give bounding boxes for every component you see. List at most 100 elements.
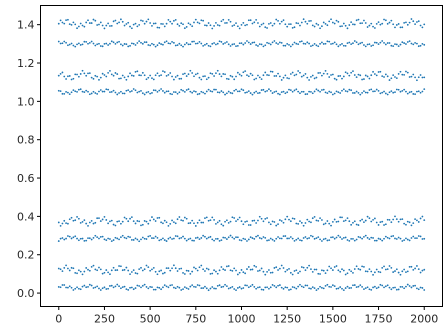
data-point <box>286 269 289 271</box>
data-point <box>317 219 320 222</box>
data-point <box>355 90 358 93</box>
data-point <box>333 22 336 25</box>
data-point <box>271 271 274 274</box>
data-point <box>171 219 173 222</box>
data-point <box>121 92 124 95</box>
data-point <box>381 220 384 223</box>
data-point <box>196 221 199 224</box>
data-point <box>120 18 122 21</box>
data-point <box>76 286 78 289</box>
data-point <box>132 288 135 291</box>
data-point <box>216 237 219 240</box>
data-point <box>289 23 292 26</box>
data-point <box>423 23 426 26</box>
data-point <box>266 74 268 76</box>
data-point <box>68 269 71 272</box>
data-point <box>302 18 305 21</box>
data-point <box>258 286 261 289</box>
data-point <box>414 93 416 96</box>
data-point <box>132 23 135 26</box>
data-point <box>79 270 82 273</box>
data-point <box>127 220 130 223</box>
data-point <box>280 220 283 222</box>
data-point <box>280 91 283 94</box>
data-point <box>361 22 363 25</box>
data-point <box>171 267 173 270</box>
data-point <box>348 74 351 77</box>
data-point <box>163 219 166 222</box>
data-point <box>160 88 163 90</box>
data-point <box>319 238 321 241</box>
data-point <box>326 283 329 286</box>
data-point <box>229 220 232 223</box>
data-point <box>394 286 396 289</box>
data-point <box>92 77 95 80</box>
data-point <box>271 92 274 94</box>
data-point <box>216 42 219 45</box>
data-point <box>277 269 279 271</box>
data-point <box>185 75 188 77</box>
data-point <box>375 74 378 77</box>
data-point <box>233 24 236 27</box>
data-point <box>264 44 267 47</box>
data-point <box>322 238 325 241</box>
data-point <box>308 264 311 267</box>
data-point <box>335 265 338 267</box>
data-point <box>79 44 82 46</box>
data-point <box>357 18 360 21</box>
data-point <box>183 273 186 275</box>
data-point <box>373 239 376 242</box>
data-point <box>72 77 75 80</box>
data-point <box>344 44 347 47</box>
data-point <box>328 90 331 93</box>
data-point <box>297 22 300 25</box>
data-point <box>176 92 179 95</box>
data-point <box>116 22 119 25</box>
data-point <box>196 284 199 286</box>
data-point <box>140 19 142 22</box>
data-point <box>141 92 144 95</box>
data-point <box>348 268 351 271</box>
data-point <box>257 74 259 77</box>
data-point <box>344 219 347 222</box>
data-point <box>379 23 382 26</box>
data-point <box>193 90 195 93</box>
data-point <box>147 44 150 46</box>
data-point <box>408 221 411 224</box>
data-point <box>107 44 110 46</box>
data-point <box>249 268 252 271</box>
data-point <box>231 75 234 78</box>
data-point <box>414 267 416 270</box>
data-point <box>224 93 226 96</box>
data-point <box>200 221 203 224</box>
data-point <box>295 238 298 241</box>
data-point <box>167 267 170 270</box>
data-point <box>297 285 300 288</box>
data-point <box>129 90 131 93</box>
data-point <box>118 238 120 241</box>
data-point <box>262 236 265 238</box>
data-point <box>257 234 259 237</box>
data-point <box>136 70 139 73</box>
data-point <box>299 40 301 43</box>
data-point <box>282 44 285 47</box>
data-point <box>278 75 281 78</box>
data-point <box>110 284 113 287</box>
data-point <box>355 238 358 241</box>
data-point <box>337 91 340 94</box>
data-point <box>109 238 111 240</box>
data-point <box>255 235 258 238</box>
data-point <box>423 237 426 240</box>
data-point <box>297 223 300 225</box>
data-point <box>300 75 303 78</box>
data-point <box>189 90 192 93</box>
data-point <box>348 239 351 242</box>
data-point <box>143 22 146 25</box>
data-point <box>317 72 320 74</box>
data-point <box>304 20 307 23</box>
data-point <box>76 237 78 240</box>
data-point <box>79 288 82 291</box>
x-tick-label: 750 <box>185 313 206 326</box>
data-point <box>147 287 150 290</box>
data-point <box>222 18 225 21</box>
